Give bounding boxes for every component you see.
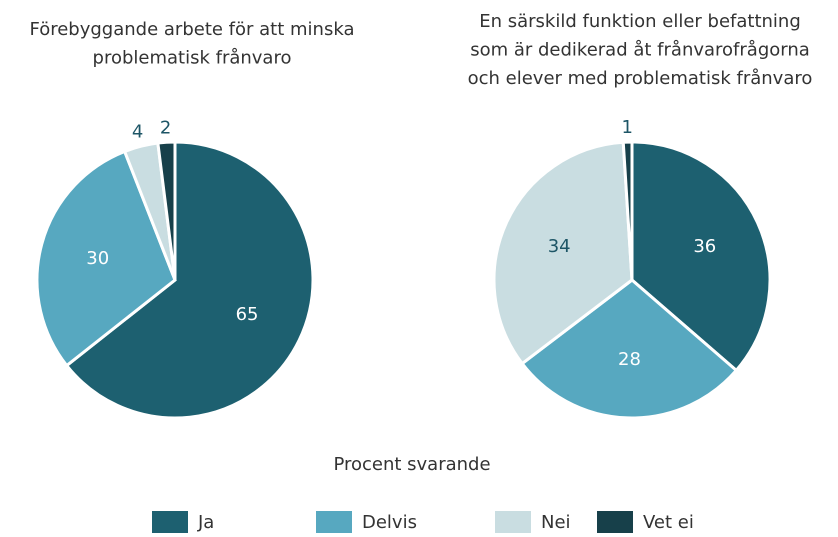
data-label: 30 [86, 248, 109, 269]
legend-label: Vet ei [643, 512, 694, 533]
data-label: 65 [236, 304, 259, 325]
pie-slice [35, 149, 177, 368]
pie-slice [621, 140, 634, 281]
legend-label: Nei [541, 512, 571, 533]
data-label: 4 [132, 122, 143, 143]
legend-swatch [597, 511, 633, 533]
chart-title: som är dedikerad åt frånvarofrågorna [470, 40, 810, 61]
legend-swatch [495, 511, 531, 533]
pie-slice [630, 140, 772, 373]
data-label: 2 [160, 117, 171, 138]
chart-title: Förebyggande arbete för att minska [30, 19, 355, 40]
chart-title: och elever med problematisk frånvaro [468, 68, 813, 89]
chart-title: problematisk frånvaro [93, 48, 292, 69]
data-label: 1 [621, 117, 632, 138]
legend-swatch [152, 511, 188, 533]
data-label: 28 [618, 349, 641, 370]
pie-slice [520, 278, 739, 420]
pie-slice [64, 140, 315, 420]
data-label: 34 [548, 236, 571, 257]
data-label: 36 [693, 236, 716, 257]
legend-swatch [316, 511, 352, 533]
pie-slice [492, 140, 634, 366]
legend-label: Delvis [362, 512, 417, 533]
caption: Procent svarande [333, 454, 490, 475]
chart-title: En särskild funktion eller befattning [479, 11, 801, 32]
pie-slice [156, 140, 177, 281]
legend-label: Ja [197, 512, 214, 533]
